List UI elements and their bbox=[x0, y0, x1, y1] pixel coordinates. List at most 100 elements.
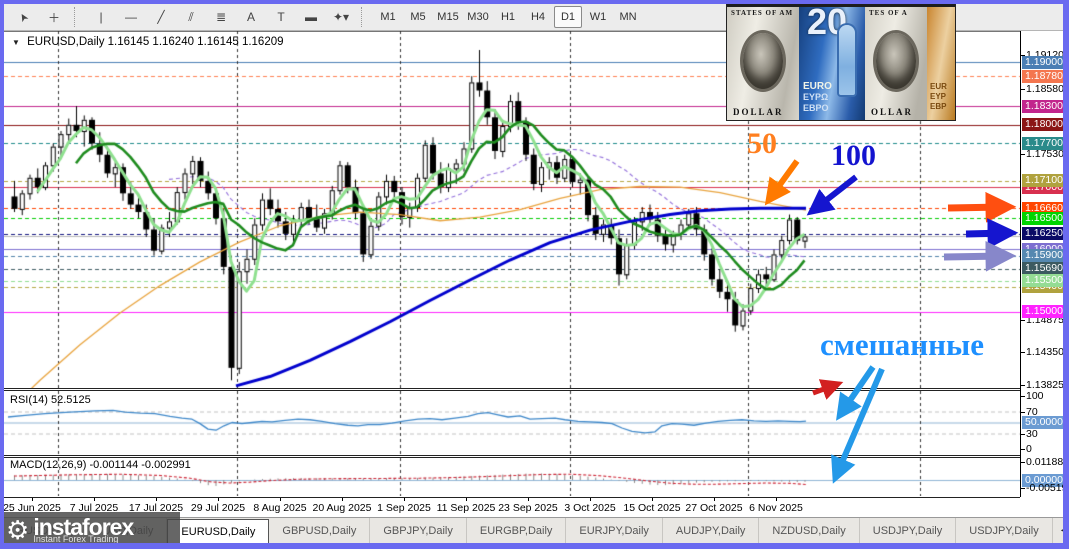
bill-top-text: TES OF A bbox=[869, 9, 908, 17]
ohlc-values: 1.16145 1.16240 1.16145 1.16209 bbox=[107, 36, 284, 48]
dollar-bill-image: TES OF A OLLAR bbox=[865, 7, 927, 120]
gear-logo-icon: ⚙ bbox=[6, 515, 30, 545]
price-level-label: 1.16660 bbox=[1022, 201, 1063, 215]
text-tool-icon[interactable]: A bbox=[246, 10, 255, 24]
timeframe-button-h1[interactable]: H1 bbox=[500, 11, 516, 23]
date-tick bbox=[342, 498, 343, 501]
window-border-left bbox=[0, 0, 4, 549]
date-tick bbox=[218, 498, 219, 501]
arrows-tool-icon[interactable]: ✦▾ bbox=[332, 10, 350, 24]
price-level-label: 1.15500 bbox=[1022, 274, 1063, 288]
cursor-tool-icon[interactable]: ➤ bbox=[16, 9, 32, 24]
date-tick bbox=[590, 498, 591, 501]
toolbar-separator bbox=[361, 7, 369, 27]
chevron-down-icon[interactable]: ▼ bbox=[12, 38, 20, 47]
date-label: 11 Sep 2025 bbox=[436, 502, 496, 514]
equidistant-channel-tool-icon[interactable]: ⫽ bbox=[188, 9, 194, 24]
timeframe-button-m30[interactable]: M30 bbox=[467, 11, 489, 23]
chart-title: ▼ EURUSD,Daily 1.16145 1.16240 1.16145 1… bbox=[12, 36, 284, 48]
date-tick bbox=[404, 498, 405, 501]
timeframe-button-m5[interactable]: M5 bbox=[410, 11, 426, 23]
rsi-tick: 30 bbox=[1026, 427, 1038, 440]
rsi-tick: 100 bbox=[1026, 390, 1044, 402]
price-scale: 1.191201.185801.175301.148751.143501.138… bbox=[1020, 31, 1069, 497]
tick-mark bbox=[1021, 487, 1025, 489]
chart-tab-gbpjpydaily[interactable]: GBPJPY,Daily bbox=[370, 518, 467, 543]
dollar-bill-image: STATES OF AM DOLLAR bbox=[727, 7, 799, 120]
date-tick bbox=[776, 498, 777, 501]
tick-mark bbox=[1021, 319, 1025, 321]
date-label: 1 Sep 2025 bbox=[377, 502, 431, 514]
chart-tab-eurusddaily[interactable]: EURUSD,Daily bbox=[167, 519, 270, 543]
price-level-label: 1.17100 bbox=[1022, 174, 1063, 188]
euro-text: EUR ΕΥΡ ΕΒΡ bbox=[930, 82, 947, 111]
tick-mark bbox=[1021, 88, 1025, 90]
timeframe-button-m15[interactable]: M15 bbox=[437, 11, 459, 23]
price-level-label: 1.19000 bbox=[1022, 55, 1063, 69]
price-level-label: 1.15000 bbox=[1022, 305, 1063, 319]
date-tick bbox=[156, 498, 157, 501]
vertical-line-tool-icon[interactable]: | bbox=[99, 10, 103, 24]
crosshair-tool-icon[interactable]: ＋ bbox=[47, 10, 60, 25]
timeframe-button-m1[interactable]: M1 bbox=[380, 11, 396, 23]
macd-tick: -0.00519 bbox=[1026, 481, 1068, 494]
toolbar-separator bbox=[74, 7, 82, 27]
currency-banknotes-photo: STATES OF AM DOLLAR 20 EURO ΕΥΡΩ ΕΒΡΟ TES … bbox=[727, 4, 955, 120]
date-label: 3 Oct 2025 bbox=[564, 502, 616, 514]
brand-name: instaforex bbox=[33, 513, 134, 540]
date-label: 20 Aug 2025 bbox=[312, 502, 372, 514]
date-label: 17 Jul 2025 bbox=[128, 502, 184, 514]
shapes-tool-icon[interactable]: ▬ bbox=[305, 10, 317, 24]
fibonacci-tool-icon[interactable]: ≣ bbox=[215, 10, 227, 24]
price-level-label: 1.16500 bbox=[1022, 211, 1063, 225]
bill-top-text: STATES OF AM bbox=[731, 9, 794, 17]
gothic-window-motif bbox=[839, 25, 855, 95]
horizontal-line-tool-icon[interactable]: — bbox=[125, 10, 137, 24]
date-label: 23 Sep 2025 bbox=[498, 502, 558, 514]
euro-50-note-edge-image: EUR ΕΥΡ ΕΒΡ bbox=[927, 7, 955, 120]
brand-tagline: Instant Forex Trading bbox=[33, 533, 119, 544]
date-tick bbox=[652, 498, 653, 501]
chart-tab-audjpydaily[interactable]: AUDJPY,Daily bbox=[663, 518, 760, 543]
price-tick: 1.13825 bbox=[1026, 378, 1064, 391]
date-tick bbox=[280, 498, 281, 501]
text-label-tool-icon[interactable]: T bbox=[277, 10, 285, 24]
washington-portrait bbox=[743, 33, 783, 90]
timeframe-button-h4[interactable]: H4 bbox=[530, 11, 546, 23]
chart-tab-usdjpydaily[interactable]: USDJPY,Daily bbox=[860, 518, 957, 543]
tick-mark bbox=[1021, 396, 1025, 397]
timeframe-button-w1[interactable]: W1 bbox=[589, 11, 607, 23]
price-level-label: 1.15690 bbox=[1022, 262, 1063, 276]
euro-text: EURO ΕΥΡΩ ΕΒΡΟ bbox=[803, 81, 832, 113]
window-border-top bbox=[0, 0, 1069, 4]
price-level-label: 1.15900 bbox=[1022, 249, 1063, 263]
rsi-indicator-canvas[interactable] bbox=[4, 391, 1020, 455]
chart-tab-eurjpydaily[interactable]: EURJPY,Daily bbox=[566, 518, 663, 543]
instaforex-watermark: ⚙ instaforex Instant Forex Trading bbox=[0, 512, 180, 549]
date-label: 29 Jul 2025 bbox=[190, 502, 246, 514]
macd-level-label: 0.000000 bbox=[1022, 473, 1069, 487]
timeframe-button-d1[interactable]: D1 bbox=[554, 6, 582, 28]
pane-separator[interactable] bbox=[4, 455, 1020, 458]
date-label: 15 Oct 2025 bbox=[623, 502, 681, 514]
timeframe-button-mn[interactable]: MN bbox=[619, 11, 637, 23]
price-tick: 1.17530 bbox=[1026, 148, 1064, 161]
date-label: 27 Oct 2025 bbox=[685, 502, 743, 514]
date-tick bbox=[528, 498, 529, 501]
chart-tab-bar: RUSD,DailyUSD,DailyEURUSD,DailyGBPUSD,Da… bbox=[4, 517, 1066, 543]
chart-tab-eurgbpdaily[interactable]: EURGBP,Daily bbox=[467, 518, 567, 543]
tick-mark bbox=[1021, 384, 1025, 386]
window-border-bottom bbox=[0, 543, 1069, 549]
macd-label: MACD(12,26,9) -0.001144 -0.002991 bbox=[10, 459, 191, 471]
date-label: 25 Jun 2025 bbox=[3, 502, 61, 514]
macd-tick: 0.011882 bbox=[1026, 455, 1069, 468]
tick-mark bbox=[1021, 461, 1025, 463]
rsi-label: RSI(14) 52.5125 bbox=[10, 394, 91, 406]
price-level-label: 1.18300 bbox=[1022, 99, 1063, 113]
trendline-tool-icon[interactable]: ╱ bbox=[157, 10, 165, 24]
chart-tab-gbpusddaily[interactable]: GBPUSD,Daily bbox=[269, 518, 371, 543]
chart-tab-nzdusddaily[interactable]: NZDUSD,Daily bbox=[759, 518, 860, 543]
chart-tab-usdjpydaily[interactable]: USDJPY,Daily bbox=[956, 518, 1053, 543]
pane-separator[interactable] bbox=[4, 388, 1020, 391]
rsi-tick: 70 bbox=[1026, 405, 1038, 418]
